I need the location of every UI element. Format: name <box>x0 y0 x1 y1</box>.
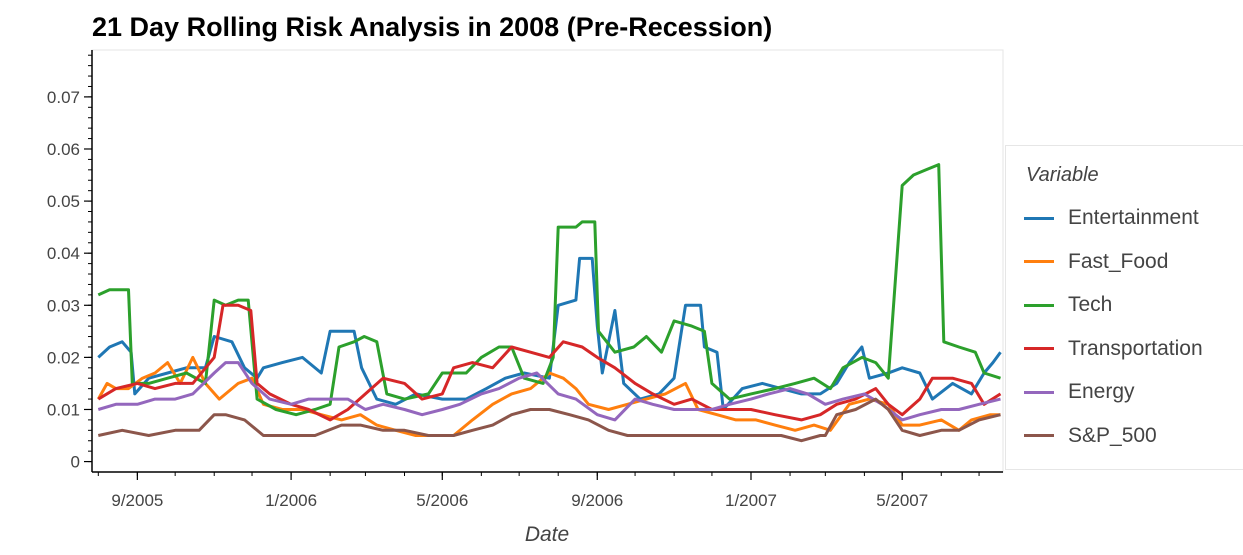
y-tick-label: 0.04 <box>47 244 80 263</box>
x-tick-label: 1/2007 <box>725 491 777 510</box>
legend: Variable Entertainment Fast_Food Tech Trans… <box>1005 145 1243 470</box>
legend-label: Fast_Food <box>1068 249 1169 273</box>
chart-plot: 0 0.01 0.02 0.03 0.04 0.05 0.06 0.07 9/2005 1/20… <box>47 49 1004 546</box>
y-tick-label: 0.05 <box>47 192 80 211</box>
series-line-energy <box>97 361 1001 422</box>
legend-swatch <box>1024 347 1054 350</box>
legend-label: Energy <box>1068 380 1135 403</box>
legend-item-transportation[interactable]: Transportation <box>1024 337 1203 361</box>
x-tick-label: 5/2007 <box>876 491 928 510</box>
y-tick-label: 0.01 <box>47 400 80 419</box>
x-tick-label: 9/2006 <box>571 491 623 510</box>
y-axis: 0 0.01 0.02 0.03 0.04 0.05 0.06 0.07 <box>47 49 1004 473</box>
x-tick-label: 1/2006 <box>265 491 317 510</box>
series-line-entertainment <box>97 256 1002 411</box>
legend-swatch <box>1024 434 1054 437</box>
legend-swatch <box>1024 303 1054 307</box>
legend-item-fast-food[interactable]: Fast_Food <box>1024 250 1168 274</box>
legend-label: Tech <box>1068 293 1113 316</box>
legend-label: S&P_500 <box>1068 423 1157 447</box>
legend-swatch <box>1024 260 1054 263</box>
x-tick-label: 5/2006 <box>416 491 468 510</box>
y-tick-label: 0.02 <box>47 348 80 367</box>
y-tick-label: 0.07 <box>47 88 80 107</box>
series-lines <box>96 163 1002 443</box>
legend-title: Variable <box>1026 164 1099 186</box>
legend-label: Entertainment <box>1068 206 1199 229</box>
chart-title: 21 Day Rolling Risk Analysis in 2008 (Pr… <box>92 12 773 42</box>
legend-item-tech[interactable]: Tech <box>1024 293 1112 317</box>
x-axis-label: Date <box>525 523 569 546</box>
legend-swatch <box>1024 390 1054 394</box>
series-line-s-p-500 <box>97 397 1001 443</box>
legend-item-energy[interactable]: Energy <box>1024 380 1135 404</box>
series-line-tech <box>97 163 1001 417</box>
y-tick-label: 0.03 <box>47 296 80 315</box>
x-axis: 9/2005 1/2006 5/2006 9/2006 1/2007 5/2007 <box>92 471 1003 510</box>
legend-label: Transportation <box>1068 336 1203 360</box>
legend-swatch <box>1024 216 1054 220</box>
y-tick-label: 0.06 <box>47 140 80 159</box>
x-tick-label: 9/2005 <box>111 491 163 510</box>
legend-item-s-p-500[interactable]: S&P_500 <box>1024 424 1157 448</box>
y-tick-label: 0 <box>71 453 80 472</box>
legend-item-entertainment[interactable]: Entertainment <box>1024 206 1199 230</box>
